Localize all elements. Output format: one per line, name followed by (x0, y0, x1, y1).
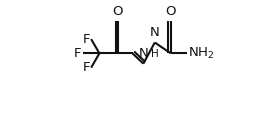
Text: F: F (83, 33, 91, 46)
Text: N: N (150, 26, 160, 39)
Text: F: F (74, 47, 81, 60)
Text: H: H (151, 49, 159, 59)
Text: O: O (165, 5, 176, 18)
Text: NH$_2$: NH$_2$ (188, 46, 215, 61)
Text: O: O (112, 5, 123, 18)
Text: N: N (138, 47, 148, 60)
Text: F: F (83, 61, 91, 74)
